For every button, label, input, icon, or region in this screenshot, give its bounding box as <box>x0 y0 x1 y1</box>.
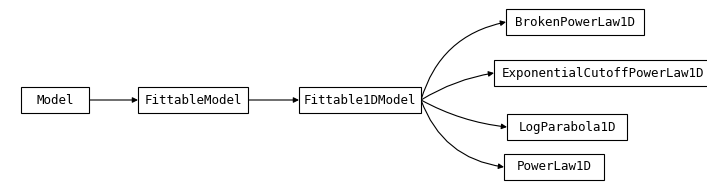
FancyArrowPatch shape <box>421 21 505 100</box>
Text: Model: Model <box>36 94 74 106</box>
FancyBboxPatch shape <box>506 9 644 35</box>
FancyBboxPatch shape <box>504 154 604 180</box>
Text: BrokenPowerLaw1D: BrokenPowerLaw1D <box>515 15 635 29</box>
FancyBboxPatch shape <box>494 60 707 86</box>
FancyBboxPatch shape <box>507 114 627 140</box>
FancyArrowPatch shape <box>421 100 506 129</box>
FancyArrowPatch shape <box>248 98 298 102</box>
FancyArrowPatch shape <box>421 100 503 168</box>
Text: PowerLaw1D: PowerLaw1D <box>517 160 592 174</box>
FancyBboxPatch shape <box>138 87 248 113</box>
Text: LogParabola1D: LogParabola1D <box>518 121 616 133</box>
FancyArrowPatch shape <box>89 98 136 102</box>
Text: Fittable1DModel: Fittable1DModel <box>304 94 416 106</box>
FancyBboxPatch shape <box>21 87 89 113</box>
FancyArrowPatch shape <box>421 72 493 100</box>
Text: FittableModel: FittableModel <box>144 94 242 106</box>
FancyBboxPatch shape <box>299 87 421 113</box>
Text: ExponentialCutoffPowerLaw1D: ExponentialCutoffPowerLaw1D <box>502 67 704 80</box>
